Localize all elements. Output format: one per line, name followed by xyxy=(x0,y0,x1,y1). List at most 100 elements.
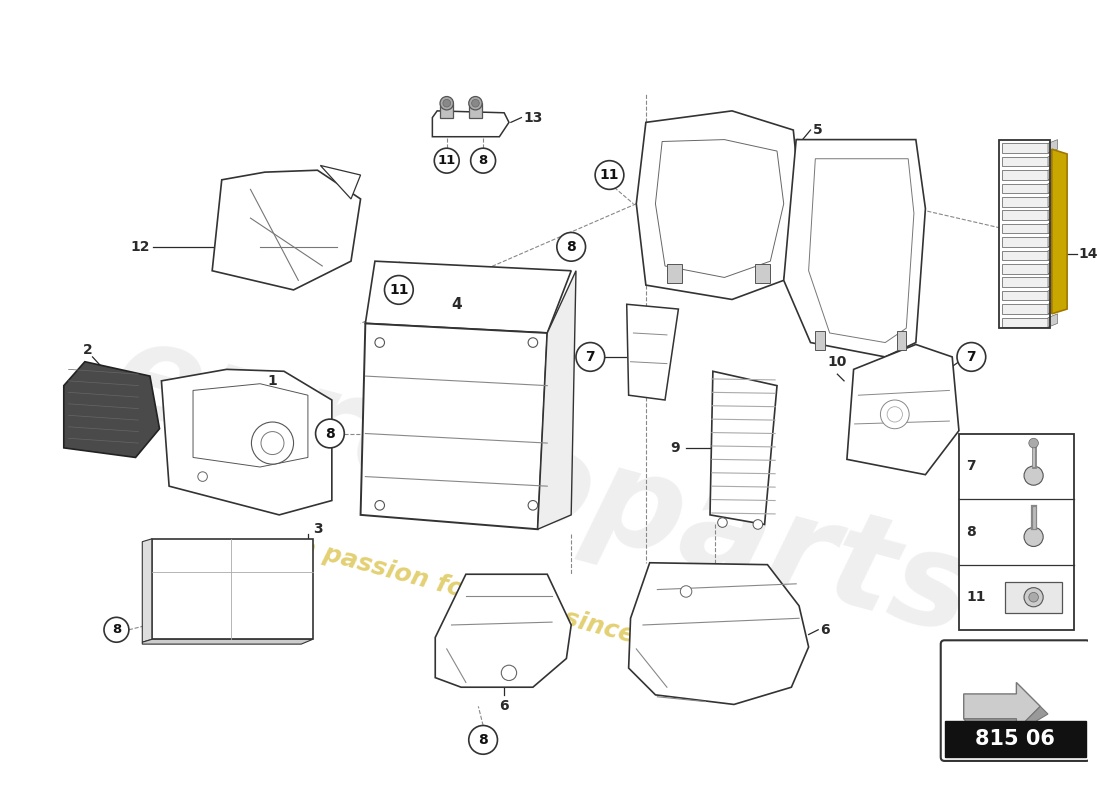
Text: eurotoparts: eurotoparts xyxy=(99,310,986,662)
Circle shape xyxy=(375,501,385,510)
Polygon shape xyxy=(1002,224,1048,234)
Circle shape xyxy=(1028,438,1038,448)
Polygon shape xyxy=(1005,582,1063,613)
Circle shape xyxy=(440,97,453,110)
Polygon shape xyxy=(808,158,914,342)
Text: 13: 13 xyxy=(524,110,542,125)
Circle shape xyxy=(576,342,605,371)
Circle shape xyxy=(261,431,284,454)
Polygon shape xyxy=(1048,166,1057,180)
Circle shape xyxy=(717,518,727,527)
Text: 7: 7 xyxy=(967,350,976,364)
Polygon shape xyxy=(1002,250,1048,260)
Polygon shape xyxy=(1048,194,1057,206)
Text: 10: 10 xyxy=(827,354,847,369)
Polygon shape xyxy=(1002,184,1048,194)
Polygon shape xyxy=(1048,206,1057,220)
Polygon shape xyxy=(964,706,1048,730)
Circle shape xyxy=(528,501,538,510)
Polygon shape xyxy=(142,639,312,644)
Circle shape xyxy=(528,338,538,347)
Circle shape xyxy=(1024,588,1043,606)
Text: 11: 11 xyxy=(600,168,619,182)
Polygon shape xyxy=(1002,318,1048,327)
Text: 8: 8 xyxy=(478,154,487,167)
Polygon shape xyxy=(1048,234,1057,247)
Text: 815 06: 815 06 xyxy=(976,729,1055,749)
Circle shape xyxy=(1024,527,1043,546)
Polygon shape xyxy=(656,139,783,278)
Polygon shape xyxy=(1048,274,1057,287)
Polygon shape xyxy=(1048,301,1057,314)
Text: 9: 9 xyxy=(670,441,680,455)
Circle shape xyxy=(375,338,385,347)
Text: 8: 8 xyxy=(112,623,121,636)
Text: 6: 6 xyxy=(821,622,829,637)
Polygon shape xyxy=(365,261,571,333)
Text: 8: 8 xyxy=(967,525,977,539)
Circle shape xyxy=(316,419,344,448)
Text: 2: 2 xyxy=(82,343,92,358)
Polygon shape xyxy=(815,331,825,350)
Text: a passion for parts since 1985: a passion for parts since 1985 xyxy=(296,534,713,668)
Circle shape xyxy=(1024,466,1043,486)
Text: 4: 4 xyxy=(451,297,462,312)
Text: 8: 8 xyxy=(478,733,488,747)
Polygon shape xyxy=(440,103,453,118)
Text: 12: 12 xyxy=(131,240,150,254)
Polygon shape xyxy=(1048,220,1057,234)
Circle shape xyxy=(198,472,208,482)
Polygon shape xyxy=(1048,260,1057,274)
Polygon shape xyxy=(1048,287,1057,301)
Polygon shape xyxy=(667,264,682,283)
Polygon shape xyxy=(1002,278,1048,287)
Text: 7: 7 xyxy=(585,350,595,364)
Text: 8: 8 xyxy=(326,426,334,441)
Polygon shape xyxy=(1052,149,1067,314)
Polygon shape xyxy=(783,139,925,357)
Polygon shape xyxy=(162,370,332,515)
Circle shape xyxy=(385,275,414,304)
Polygon shape xyxy=(847,345,959,474)
Circle shape xyxy=(595,161,624,190)
Circle shape xyxy=(880,400,909,429)
Polygon shape xyxy=(627,304,679,400)
Text: 14: 14 xyxy=(1079,247,1098,262)
Circle shape xyxy=(434,148,459,173)
Polygon shape xyxy=(152,539,312,639)
Polygon shape xyxy=(320,166,361,199)
Text: 11: 11 xyxy=(438,154,455,167)
Polygon shape xyxy=(1002,238,1048,247)
Polygon shape xyxy=(1002,264,1048,274)
Polygon shape xyxy=(192,384,308,467)
Polygon shape xyxy=(1002,210,1048,220)
Polygon shape xyxy=(755,264,770,283)
Polygon shape xyxy=(1002,143,1048,153)
Polygon shape xyxy=(436,574,571,687)
Polygon shape xyxy=(710,371,777,525)
Circle shape xyxy=(469,726,497,754)
Polygon shape xyxy=(538,270,576,530)
Circle shape xyxy=(1028,593,1038,602)
Circle shape xyxy=(472,99,480,107)
Circle shape xyxy=(469,97,482,110)
Circle shape xyxy=(557,233,585,261)
Text: 5: 5 xyxy=(813,123,822,137)
Bar xyxy=(945,721,1087,757)
Polygon shape xyxy=(1048,247,1057,260)
Polygon shape xyxy=(432,111,509,137)
Text: 8: 8 xyxy=(566,240,576,254)
Polygon shape xyxy=(1002,197,1048,206)
Polygon shape xyxy=(1048,314,1057,327)
Circle shape xyxy=(252,422,294,464)
Polygon shape xyxy=(212,170,361,290)
Circle shape xyxy=(957,342,986,371)
Circle shape xyxy=(471,148,496,173)
Polygon shape xyxy=(1048,139,1057,153)
FancyBboxPatch shape xyxy=(959,434,1074,630)
Polygon shape xyxy=(469,103,482,118)
Polygon shape xyxy=(628,562,808,705)
Polygon shape xyxy=(64,362,160,458)
Polygon shape xyxy=(1048,180,1057,194)
Circle shape xyxy=(443,99,451,107)
